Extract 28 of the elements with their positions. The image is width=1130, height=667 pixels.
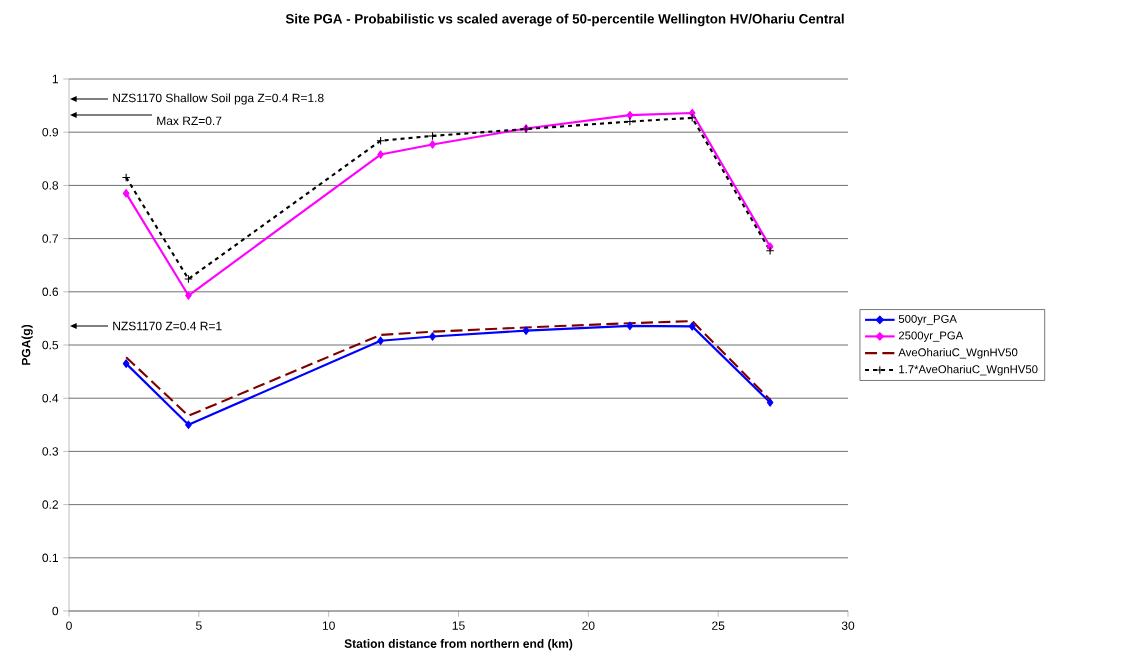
y-tick-label: 0.8: [42, 181, 59, 190]
y-tick-label: 0.4: [42, 393, 59, 403]
y-tick-label: 0: [52, 606, 59, 616]
x-tick-label: 20: [582, 621, 595, 630]
legend-label: AveOhariuC_WgnHV50: [898, 348, 1018, 359]
annotation: Max RZ=0.7: [157, 116, 222, 126]
x-tick-label: 10: [322, 621, 335, 630]
chart-title: Site PGA - Probabilistic vs scaled average of 50-percentile Wellington HV/Ohariu Central: [285, 13, 844, 27]
legend-label: 2500yr_PGA: [898, 331, 964, 342]
x-tick-label: 15: [452, 621, 465, 630]
y-tick-label: 1: [52, 74, 59, 84]
x-tick-label: 25: [712, 621, 725, 630]
y-tick-label: 0.3: [42, 447, 59, 456]
x-tick-label: 5: [195, 621, 202, 630]
annotation: NZS1170 Z=0.4 R=1: [113, 321, 222, 331]
y-tick-label: 0.5: [42, 340, 59, 350]
x-axis-title: Station distance from northern end (km): [344, 639, 573, 651]
y-tick-label: 0.2: [42, 500, 58, 509]
y-tick-label: 0.6: [42, 287, 59, 297]
x-tick-label: 30: [841, 621, 855, 630]
annotation: NZS1170 Shallow Soil pga Z=0.4 R=1.8: [113, 93, 324, 105]
legend-label: 500yr_PGA: [898, 314, 957, 326]
y-tick-label: 0.7: [42, 234, 58, 243]
x-tick-label: 0: [66, 621, 72, 630]
y-tick-label: 0.1: [42, 553, 59, 563]
legend-label: 1.7*AveOhariuC_WgnHV50: [899, 364, 1038, 376]
y-axis-title: PGA(g): [21, 324, 33, 365]
y-tick-label: 0.9: [42, 127, 59, 137]
